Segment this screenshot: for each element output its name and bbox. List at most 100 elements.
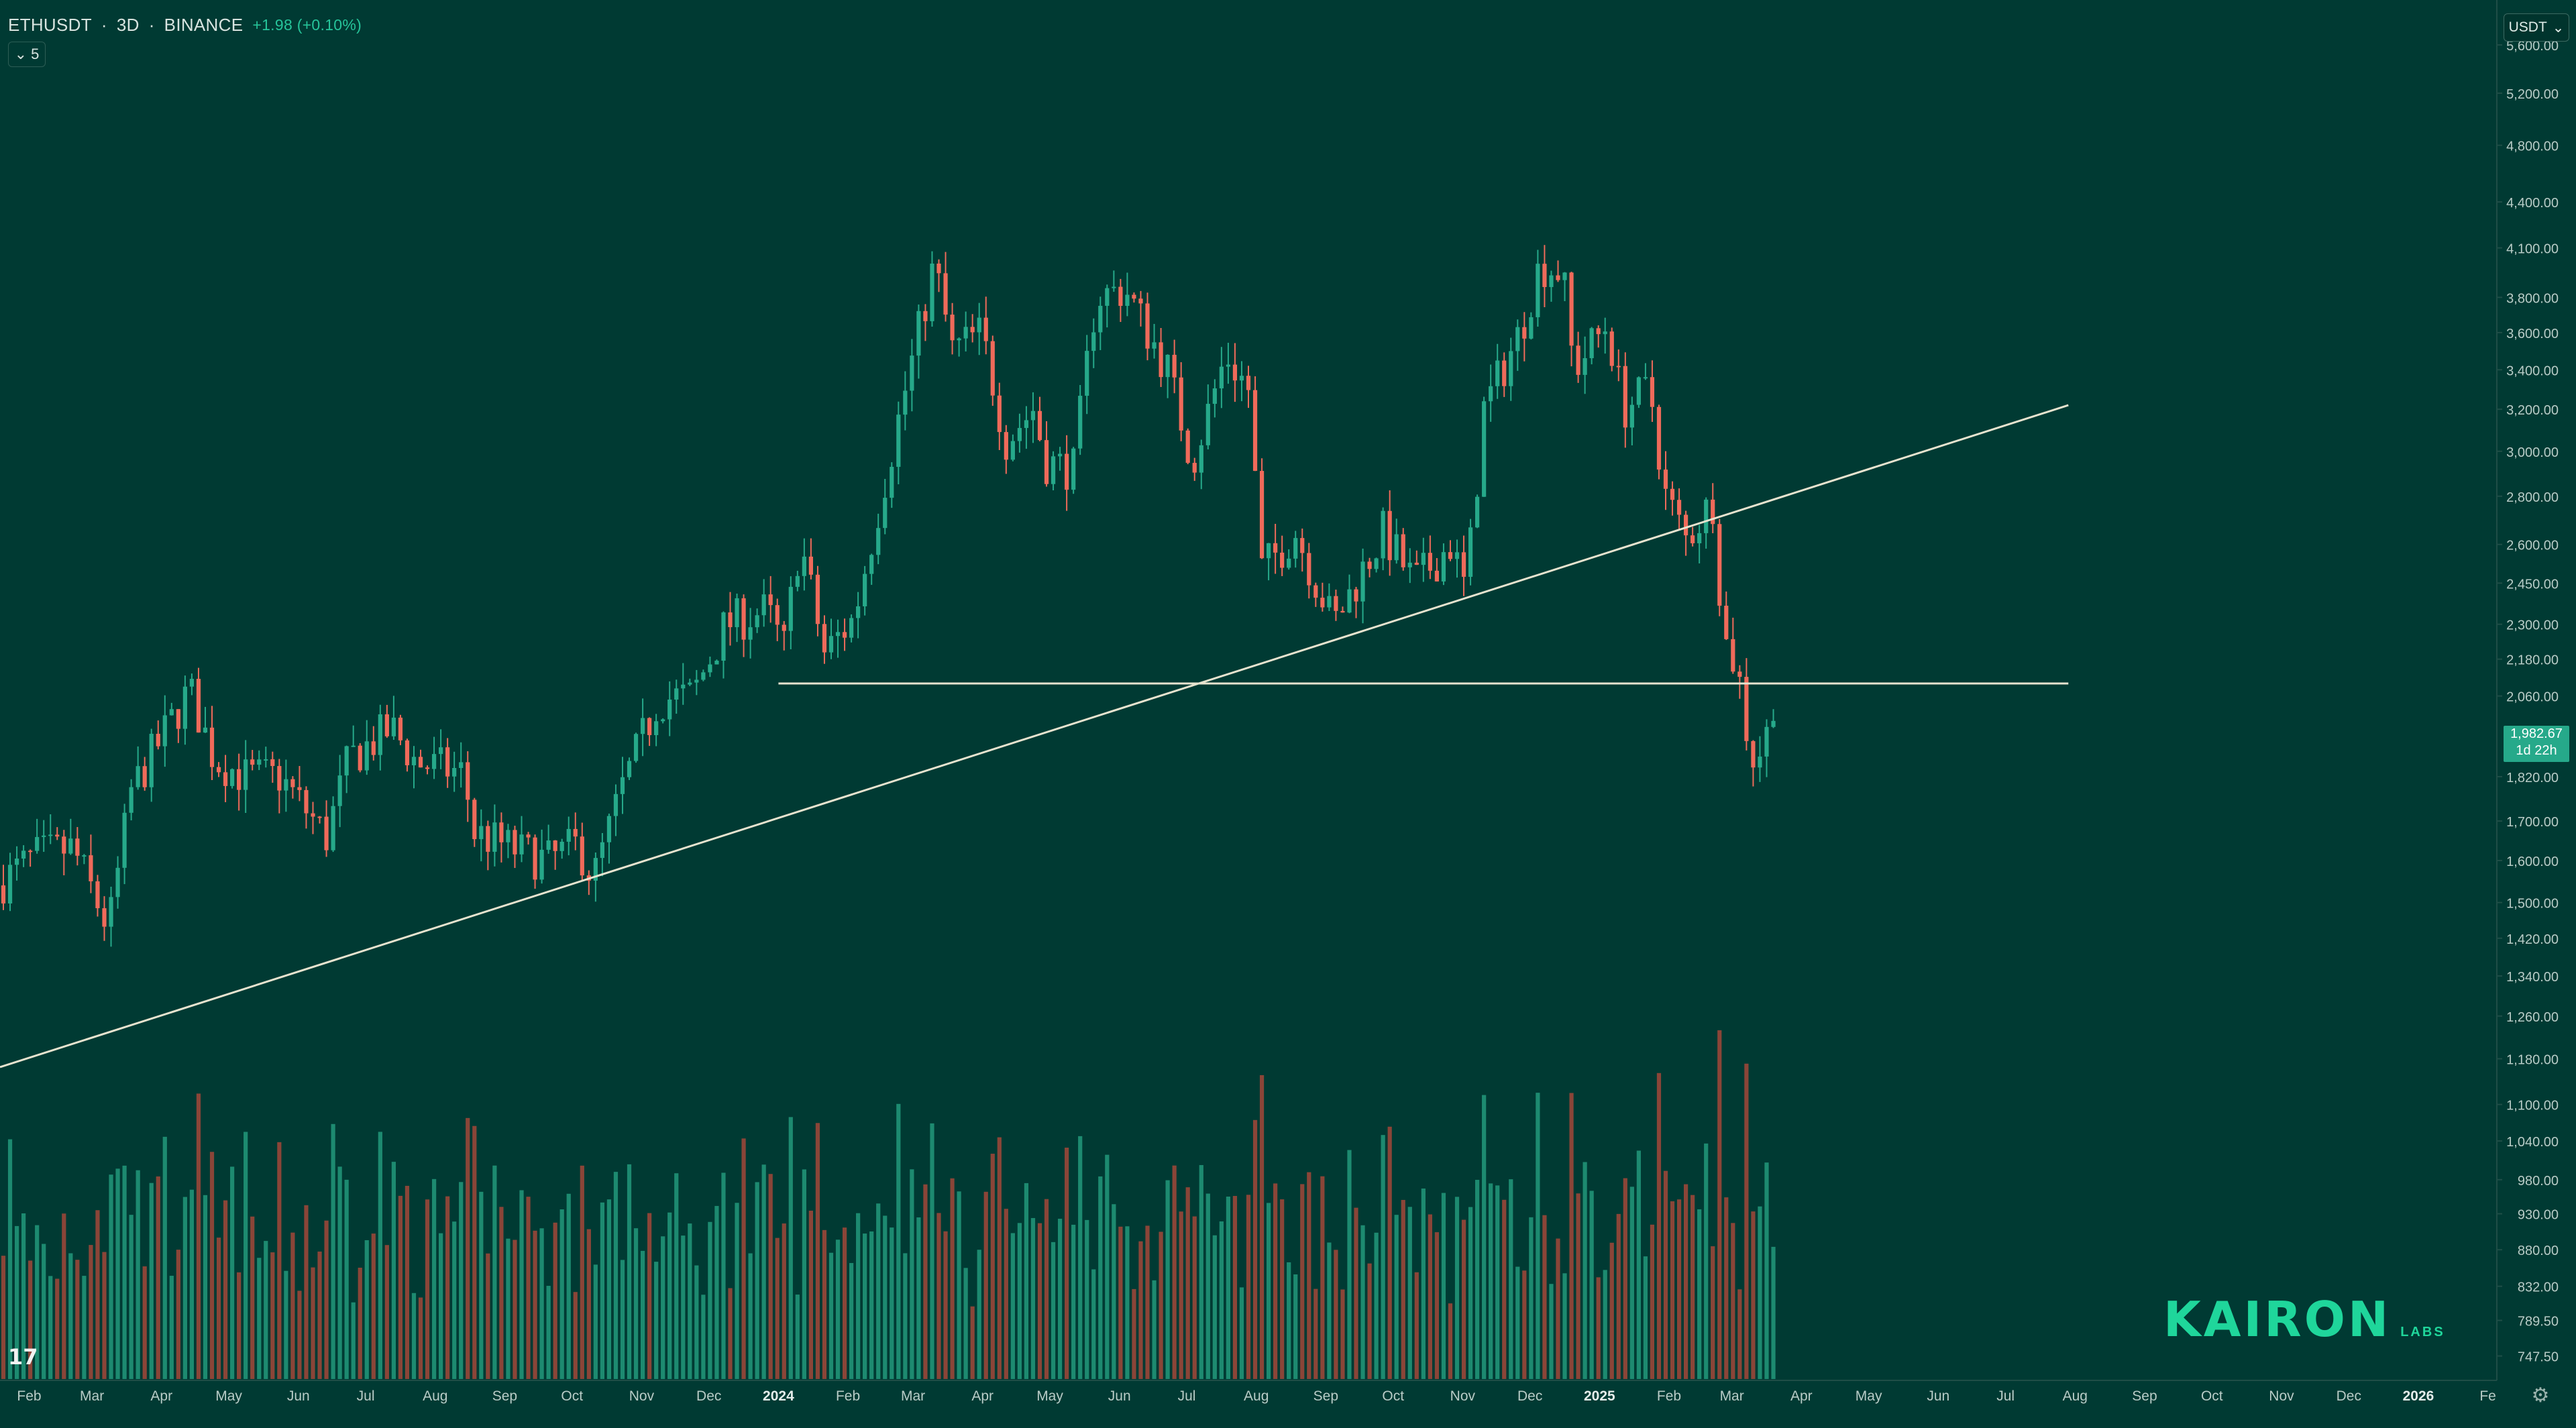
price-axis[interactable]: 5,600.00 5,200.00 4,800.00 4,400.00 4,100.00… — [2497, 39, 2559, 1365]
volume-bar — [452, 1221, 457, 1379]
x-tick-label: Feb — [836, 1388, 860, 1404]
candle-body — [1273, 543, 1278, 553]
y-tick-label: 930.00 — [2518, 1208, 2559, 1223]
candle-body — [169, 709, 174, 716]
volume-bar — [714, 1205, 719, 1379]
candle — [1562, 272, 1567, 302]
volume-bar — [102, 1252, 107, 1379]
candle — [1381, 507, 1385, 571]
candle-body — [613, 793, 619, 816]
y-tick-label: 980.00 — [2518, 1174, 2559, 1189]
candle-body — [331, 806, 335, 850]
candle — [1078, 384, 1083, 455]
candle — [788, 576, 793, 650]
symbol-header[interactable]: ETHUSDT · 3D · BINANCE +1.98 (+0.10%) — [8, 15, 362, 36]
candle-body — [620, 777, 625, 794]
volume-bar — [182, 1197, 187, 1379]
x-tick-label: Sep — [2132, 1388, 2157, 1404]
candle — [1717, 518, 1722, 616]
candle-body — [1387, 510, 1392, 561]
volume-bar — [513, 1240, 517, 1379]
candle-body — [1434, 570, 1440, 582]
x-tick-label: Dec — [2337, 1388, 2361, 1404]
volume-bar — [896, 1103, 901, 1379]
candle — [990, 335, 995, 406]
volume-bar — [627, 1164, 632, 1379]
volume-bar — [14, 1225, 19, 1379]
y-tick-label: 2,600.00 — [2506, 539, 2559, 553]
candle — [849, 614, 854, 643]
volume-bar — [331, 1123, 335, 1379]
volume-bar — [1509, 1179, 1513, 1379]
candle — [755, 608, 759, 633]
candle-body — [1536, 264, 1540, 317]
candle-body — [714, 661, 719, 665]
symbol-name[interactable]: ETHUSDT — [8, 15, 92, 35]
x-tick-label: 2025 — [1584, 1388, 1615, 1404]
candle-body — [1078, 396, 1083, 449]
candle-body — [1474, 496, 1480, 528]
volume-bar — [55, 1278, 60, 1379]
candle-body — [708, 664, 712, 673]
candle-body — [1219, 366, 1224, 389]
candle-body — [1515, 327, 1520, 351]
candle-body — [963, 327, 968, 339]
volume-bar — [122, 1165, 127, 1379]
tradingview-logo-icon[interactable]: 17 — [8, 1344, 38, 1370]
candle — [7, 853, 13, 912]
volume-bar — [1589, 1191, 1594, 1379]
candle — [351, 725, 356, 747]
volume-bar — [1138, 1241, 1143, 1379]
candle — [748, 608, 753, 659]
candle — [364, 720, 369, 775]
candle-body — [28, 850, 33, 853]
candle-body — [768, 594, 773, 606]
volume-bar — [223, 1200, 228, 1379]
y-tick-label: 2,800.00 — [2506, 490, 2559, 505]
y-tick-label: 1,180.00 — [2506, 1052, 2559, 1067]
candle — [896, 401, 901, 484]
volume-bar — [1616, 1213, 1621, 1379]
candle-body — [324, 816, 329, 850]
x-tick-label: Mar — [80, 1388, 104, 1404]
candle-body — [216, 767, 221, 773]
volume-bar — [95, 1210, 100, 1379]
candle-body — [546, 840, 551, 850]
volume-bar — [533, 1230, 537, 1379]
candle — [405, 738, 410, 772]
candle-body — [506, 830, 511, 842]
volume-bar — [405, 1185, 410, 1379]
candle-body — [1138, 298, 1143, 304]
volume-bar — [1145, 1225, 1150, 1379]
gear-icon[interactable]: ⚙ — [2531, 1384, 2550, 1407]
volume-bar — [297, 1290, 302, 1379]
candle — [75, 827, 80, 866]
candle — [1771, 709, 1776, 728]
time-axis[interactable]: Feb Mar Apr May Jun Jul Aug Sep Oct Nov Dec 2024 Feb… — [17, 1388, 2496, 1404]
candle — [1239, 361, 1244, 402]
volume-bar — [741, 1138, 746, 1379]
volume-bar — [1185, 1187, 1190, 1379]
candle-body — [95, 881, 100, 909]
candle-body — [48, 834, 53, 836]
currency-select-button[interactable]: USDT ⌄ — [2504, 13, 2569, 42]
y-tick-label: 1,600.00 — [2506, 855, 2559, 869]
candle — [714, 659, 719, 665]
trendline[interactable] — [0, 404, 2069, 1068]
candle-body — [176, 709, 180, 729]
candle — [513, 826, 517, 869]
candle — [1468, 518, 1473, 586]
candle-body — [1091, 332, 1096, 351]
volume-bar — [1421, 1188, 1426, 1379]
candle — [1327, 583, 1332, 611]
interval-label[interactable]: 3D — [116, 15, 140, 35]
candle — [856, 592, 861, 639]
candle — [1065, 435, 1069, 511]
candle — [1609, 327, 1614, 372]
volume-bar — [1132, 1288, 1136, 1379]
indicator-toggle-button[interactable]: ⌄ 5 — [8, 42, 46, 67]
volume-bar — [849, 1263, 854, 1379]
candle-body — [1751, 740, 1756, 768]
candle-body — [640, 718, 645, 734]
